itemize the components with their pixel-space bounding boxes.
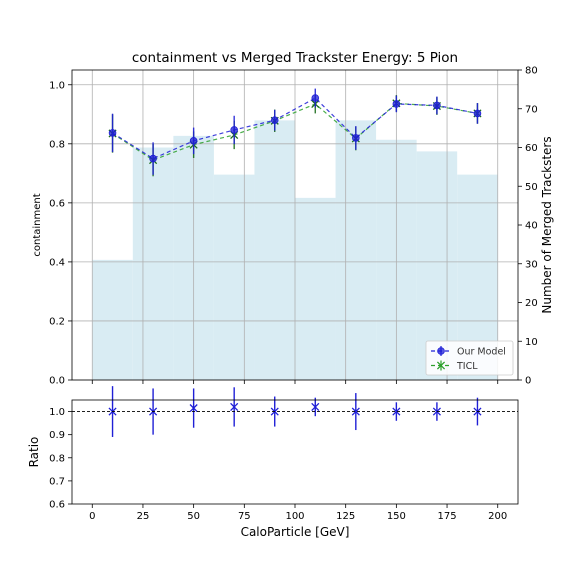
ratio-point-stroke (311, 402, 320, 411)
top-y2-tick-label: 40 (525, 221, 538, 232)
ratio-point-stroke (230, 402, 239, 411)
ratio-x-tick-label: 75 (238, 511, 251, 522)
top-y2-tick-label: 50 (525, 182, 538, 193)
top-x-ticks (91, 380, 499, 384)
data-point-our-model (433, 101, 441, 110)
ratio-x-tick-label: 200 (488, 511, 507, 522)
top-series (108, 88, 482, 177)
ratio-y-tick-label: 0.6 (49, 500, 65, 511)
legend: Our Model TICL (425, 340, 514, 376)
ratio-series (108, 386, 482, 437)
histogram-bar (335, 120, 377, 380)
ratio-point (351, 407, 360, 416)
top-chart-panel: 0.0 0.2 0.4 0.6 0.8 1.0 0 10 20 30 40 50 60 70 80 con… (32, 50, 554, 387)
ratio-x-ticks: 0 25 50 75 100 125 150 175 200 (89, 504, 507, 522)
top-y-tick-label: 1.0 (49, 80, 65, 91)
histogram-bar (132, 147, 174, 380)
top-y2-tick-label: 0 (525, 376, 531, 387)
ratio-y-tick-label: 0.7 (49, 476, 65, 487)
ratio-y-axis-label: Ratio (27, 437, 41, 468)
ratio-x-tick-label: 0 (89, 511, 95, 522)
data-point-our-model (352, 134, 360, 142)
ratio-point-stroke (189, 404, 198, 413)
top-y-tick-label: 0.8 (49, 139, 65, 150)
ratio-chart-panel: 0.6 0.7 0.8 0.9 1.0 0 25 50 75 100 125 150 175 200 R… (27, 386, 519, 539)
top-y2-tick-label: 70 (525, 104, 538, 115)
legend-point-stroke (436, 361, 446, 370)
legend-marker-ticl (431, 360, 451, 371)
top-y2-tick-label: 10 (525, 337, 538, 348)
data-point-our-model (108, 129, 117, 137)
top-y2-tick-label: 80 (525, 66, 538, 77)
ratio-point (311, 402, 320, 411)
ratio-point (432, 407, 441, 416)
data-point-our-model (392, 100, 401, 108)
top-y2-tick-label: 60 (525, 143, 538, 154)
top-y-tick-label: 0.4 (49, 257, 65, 268)
legend-point (437, 347, 445, 355)
data-point-our-model (270, 116, 279, 124)
histogram-bar (295, 197, 336, 380)
ratio-x-tick-label: 100 (285, 511, 304, 522)
series-line-ticl (112, 102, 478, 161)
top-y-tick-label: 0.0 (49, 376, 65, 387)
ratio-y-tick-label: 1.0 (49, 407, 65, 418)
x-axis-label: CaloParticle [GeV] (241, 525, 350, 539)
histogram-bar (254, 120, 295, 380)
ratio-x-tick-label: 125 (336, 511, 355, 522)
top-grid (72, 70, 518, 381)
data-point-our-model (189, 137, 198, 145)
ratio-y-tick-label: 0.8 (49, 453, 65, 464)
ratio-x-tick-label: 25 (137, 511, 150, 522)
histogram-bar (213, 174, 255, 380)
legend-box (425, 340, 514, 376)
histogram-bar (92, 259, 133, 380)
series-line-our-model (112, 97, 478, 160)
top-y-ticks: 0.0 0.2 0.4 0.6 0.8 1.0 (49, 80, 72, 387)
ratio-point (189, 404, 198, 413)
legend-label-ticl: TICL (456, 361, 478, 372)
ratio-x-tick-label: 175 (437, 511, 456, 522)
ratio-point-stroke (392, 407, 401, 416)
y2-axis-label: Number of Merged Tracksters (540, 136, 554, 313)
ratio-point-stroke (432, 407, 441, 416)
data-point-our-model (311, 94, 320, 102)
legend-entry-our-model: Our Model (431, 346, 506, 358)
chart-title: containment vs Merged Trackster Energy: … (132, 50, 458, 66)
data-point-our-model (230, 126, 238, 134)
top-y-tick-label: 0.2 (49, 316, 65, 327)
top-y2-tick-label: 20 (525, 298, 538, 309)
ratio-point (230, 402, 239, 411)
data-point-our-model (149, 154, 157, 163)
ratio-x-tick-label: 50 (187, 511, 200, 522)
y-axis-label: containment (32, 193, 43, 256)
ratio-y-tick-label: 0.9 (49, 430, 65, 441)
ratio-x-tick-label: 150 (387, 511, 406, 522)
ratio-point-stroke (351, 407, 360, 416)
legend-entry-ticl: TICL (431, 360, 478, 372)
legend-marker-our-model (431, 346, 451, 356)
top-y2-ticks: 0 10 20 30 40 50 60 70 80 (518, 66, 538, 387)
ratio-y-ticks: 0.6 0.7 0.8 0.9 1.0 (49, 407, 72, 511)
legend-point (436, 361, 446, 370)
legend-label-our-model: Our Model (457, 347, 506, 358)
data-point-our-model (473, 109, 482, 118)
top-y2-tick-label: 30 (525, 259, 538, 270)
ratio-plot-frame (71, 399, 519, 505)
top-y-tick-label: 0.6 (49, 198, 65, 209)
ratio-point (392, 407, 401, 416)
